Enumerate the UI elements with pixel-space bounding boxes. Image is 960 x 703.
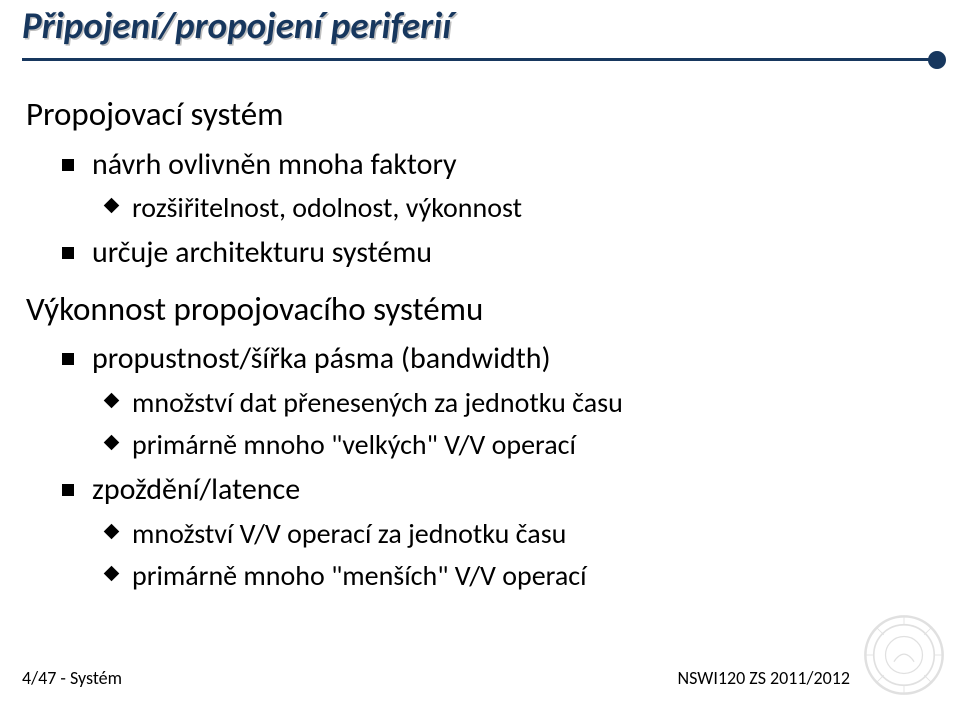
- sub-bullet-item: rozšiřitelnost, odolnost, výkonnost: [106, 189, 920, 228]
- seal-icon: [862, 613, 946, 697]
- bullet-item: určuje architekturu systému: [62, 232, 920, 273]
- slide-body: Propojovací systém návrh ovlivněn mnoha …: [26, 92, 920, 600]
- sub-bullet-item: množství dat přenesených za jednotku čas…: [106, 384, 920, 423]
- sub-bullet-item: primárně mnoho "menších" V/V operací: [106, 557, 920, 596]
- footer-right: NSWI120 ZS 2011/2012: [678, 667, 850, 689]
- slide-title: Připojení/propojení periferií: [22, 6, 938, 47]
- sub-bullet-item: primárně mnoho "velkých" V/V operací: [106, 426, 920, 465]
- bullet-item: propustnost/šířka pásma (bandwidth): [62, 338, 920, 379]
- bullet-item: návrh ovlivněn mnoha faktory: [62, 144, 920, 185]
- section-heading: Propojovací systém: [26, 92, 920, 138]
- title-rule-dot: [928, 51, 946, 69]
- sub-bullet-item: množství V/V operací za jednotku času: [106, 515, 920, 554]
- footer-left: 4/47 - Systém: [22, 667, 122, 689]
- slide: Připojení/propojení periferií Propojovac…: [0, 0, 960, 703]
- bullet-item: zpoždění/latence: [62, 469, 920, 510]
- section-heading: Výkonnost propojovacího systému: [26, 287, 920, 333]
- title-rule: [22, 58, 938, 61]
